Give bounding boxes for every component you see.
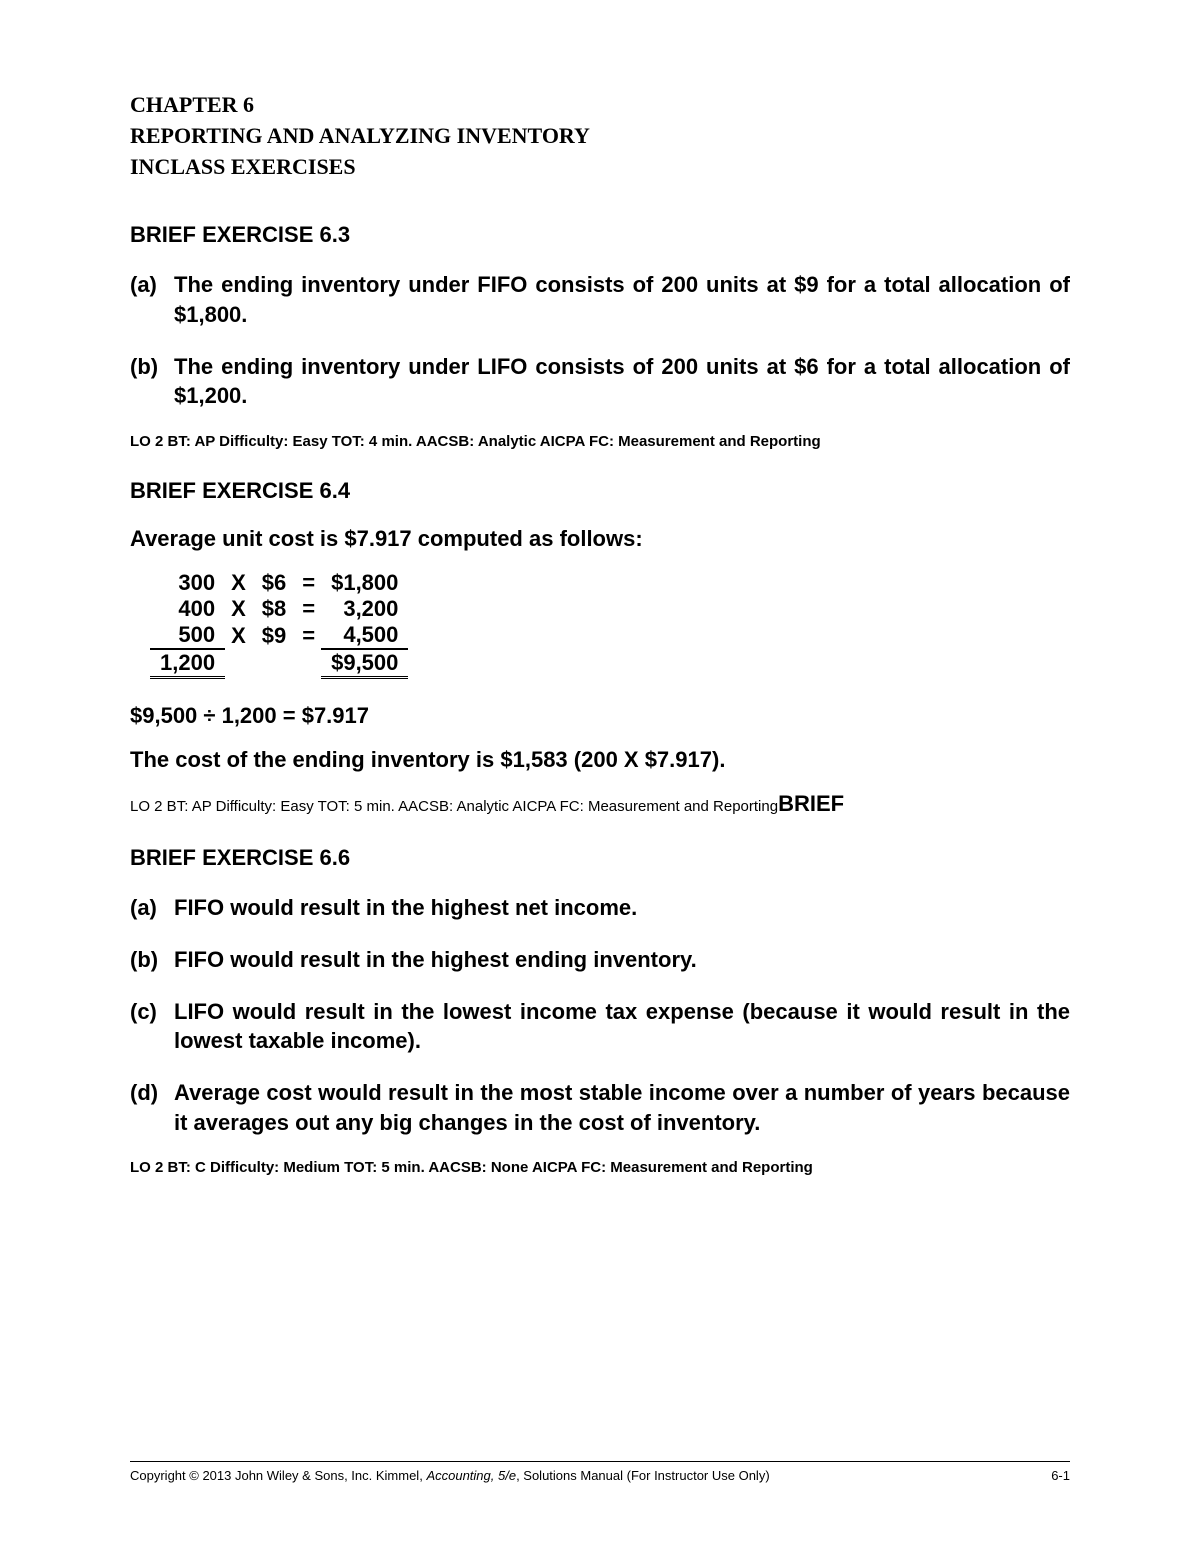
price-cell: $8 (252, 596, 296, 622)
qty-cell: 400 (150, 596, 225, 622)
op-cell: X (225, 622, 252, 649)
qty-total-cell: 1,200 (150, 649, 225, 678)
qty-cell: 500 (150, 622, 225, 649)
copyright-text: Copyright © 2013 John Wiley & Sons, Inc.… (130, 1468, 426, 1483)
exercise-6-6-item-a: (a) FIFO would result in the highest net… (130, 893, 1070, 923)
exercise-6-3-meta: LO 2 BT: AP Difficulty: Easy TOT: 4 min.… (130, 433, 1070, 450)
item-body: FIFO would result in the highest ending … (174, 945, 1070, 975)
exercise-6-6-item-b: (b) FIFO would result in the highest end… (130, 945, 1070, 975)
table-row-total: 1,200 $9,500 (150, 649, 408, 678)
table-row: 400 X $8 = 3,200 (150, 596, 408, 622)
page-number: 6-1 (1051, 1468, 1070, 1483)
footer-left: Copyright © 2013 John Wiley & Sons, Inc.… (130, 1468, 770, 1483)
table-row: 300 X $6 = $1,800 (150, 570, 408, 596)
exercise-6-3-title: BRIEF EXERCISE 6.3 (130, 222, 1070, 248)
item-body: LIFO would result in the lowest income t… (174, 997, 1070, 1056)
price-cell: $9 (252, 622, 296, 649)
item-body: FIFO would result in the highest net inc… (174, 893, 1070, 923)
item-body: The ending inventory under LIFO consists… (174, 352, 1070, 411)
chapter-number: CHAPTER 6 (130, 90, 1070, 121)
chapter-header: CHAPTER 6 REPORTING AND ANALYZING INVENT… (130, 90, 1070, 182)
footer-rest: , Solutions Manual (For Instructor Use O… (516, 1468, 770, 1483)
item-body: The ending inventory under FIFO consists… (174, 270, 1070, 329)
exercise-6-3-item-a: (a) The ending inventory under FIFO cons… (130, 270, 1070, 329)
item-label: (a) (130, 270, 174, 329)
chapter-subtitle: INCLASS EXERCISES (130, 152, 1070, 183)
division-line: $9,500 ÷ 1,200 = $7.917 (130, 703, 1070, 729)
item-body: Average cost would result in the most st… (174, 1078, 1070, 1137)
exercise-6-6-meta: LO 2 BT: C Difficulty: Medium TOT: 5 min… (130, 1159, 1070, 1176)
amount-cell: 3,200 (321, 596, 408, 622)
op-cell: X (225, 596, 252, 622)
item-label: (c) (130, 997, 174, 1056)
op-cell: = (296, 622, 321, 649)
op-cell: = (296, 570, 321, 596)
exercise-6-6-item-d: (d) Average cost would result in the mos… (130, 1078, 1070, 1137)
page-footer: Copyright © 2013 John Wiley & Sons, Inc.… (130, 1461, 1070, 1483)
item-label: (b) (130, 352, 174, 411)
chapter-title: REPORTING AND ANALYZING INVENTORY (130, 121, 1070, 152)
amount-total-cell: $9,500 (321, 649, 408, 678)
exercise-6-3-item-b: (b) The ending inventory under LIFO cons… (130, 352, 1070, 411)
footer-rule (130, 1461, 1070, 1462)
calculation-table: 300 X $6 = $1,800 400 X $8 = 3,200 500 X… (150, 570, 408, 679)
exercise-6-6-item-c: (c) LIFO would result in the lowest inco… (130, 997, 1070, 1056)
price-cell: $6 (252, 570, 296, 596)
op-cell: = (296, 596, 321, 622)
qty-cell: 300 (150, 570, 225, 596)
exercise-6-4-title: BRIEF EXERCISE 6.4 (130, 478, 1070, 504)
exercise-6-6-title: BRIEF EXERCISE 6.6 (130, 845, 1070, 871)
item-label: (b) (130, 945, 174, 975)
ending-inventory-line: The cost of the ending inventory is $1,5… (130, 747, 1070, 773)
amount-cell: $1,800 (321, 570, 408, 596)
meta-text: LO 2 BT: AP Difficulty: Easy TOT: 5 min.… (130, 798, 778, 815)
table-row: 500 X $9 = 4,500 (150, 622, 408, 649)
amount-cell: 4,500 (321, 622, 408, 649)
trailing-brief: BRIEF (778, 791, 844, 816)
item-label: (a) (130, 893, 174, 923)
exercise-6-4-intro: Average unit cost is $7.917 computed as … (130, 526, 1070, 552)
op-cell: X (225, 570, 252, 596)
book-title: Accounting, 5/e (426, 1468, 516, 1483)
exercise-6-4-meta: LO 2 BT: AP Difficulty: Easy TOT: 5 min.… (130, 791, 1070, 817)
item-label: (d) (130, 1078, 174, 1137)
